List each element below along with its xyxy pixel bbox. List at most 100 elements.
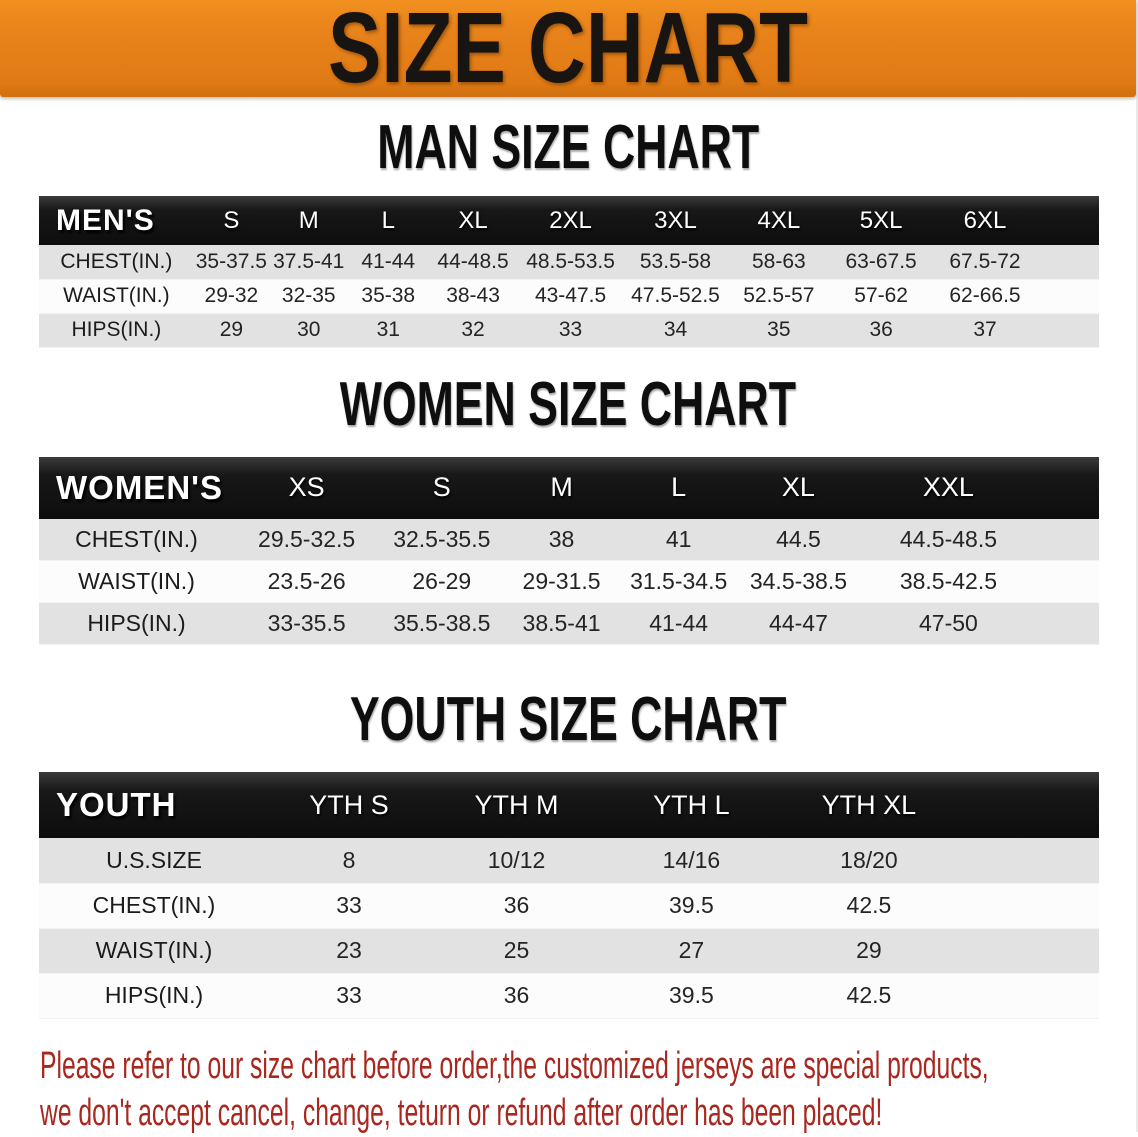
cell-value: 58-63 xyxy=(751,249,806,273)
cell-value: 33 xyxy=(336,982,362,1008)
section-title: WOMEN SIZE CHART xyxy=(0,369,1136,439)
cell-value: 41-44 xyxy=(649,610,709,636)
column-header-5xl: 5XL xyxy=(829,196,933,245)
cell-value: 38.5-42.5 xyxy=(899,568,998,594)
cell-value: 36 xyxy=(503,982,530,1008)
column-header-yth-m: YTH M xyxy=(429,772,604,838)
section-title: MAN SIZE CHART xyxy=(0,117,1136,179)
column-header-xl: XL xyxy=(738,456,859,519)
table-row-hips-in: HIPS(IN.) 29 30 31 32 33 34 35 36 37 xyxy=(39,313,1099,347)
column-header-s: S xyxy=(193,196,269,245)
cell-filler xyxy=(1039,561,1099,603)
cell-value: 14/16 xyxy=(662,846,721,873)
cell-value: 35 xyxy=(767,318,791,341)
cell-value: 31 xyxy=(376,318,400,341)
section-title: YOUTH SIZE CHART xyxy=(0,689,1136,751)
column-header-s: S xyxy=(379,456,505,519)
cell-value: 18/20 xyxy=(840,846,898,873)
cell-value: 67.5-72 xyxy=(949,249,1021,273)
cell-value: 23 xyxy=(336,937,362,963)
cell-filler xyxy=(1037,313,1099,347)
row-label: U.S.SIZE xyxy=(106,846,202,873)
column-header-xl: XL xyxy=(428,196,519,245)
cell-value: 44.5 xyxy=(776,525,821,552)
cell-value: 33-35.5 xyxy=(267,610,346,636)
column-header-3xl: 3XL xyxy=(623,196,728,245)
cell-filler xyxy=(1039,603,1099,645)
column-header-xxl: XXL xyxy=(858,456,1039,519)
cell-value: 52.5-57 xyxy=(743,284,815,307)
cell-value: 57-62 xyxy=(854,284,908,307)
section-youth-size-chart: YOUTH SIZE CHART YOUTH YTH S YTH M YTH L YTH … xyxy=(0,689,1136,1019)
cell-value: 48.5-53.5 xyxy=(526,249,615,273)
table-row-chest-in: CHEST(IN.) 33 36 39.5 42.5 xyxy=(39,883,1099,928)
column-header-6xl: 6XL xyxy=(932,196,1038,245)
table-header-row: WOMEN'S XS S M L XL XXL xyxy=(39,456,1099,519)
cell-value: 29-32 xyxy=(204,284,259,307)
column-header-l: L xyxy=(348,196,428,245)
cell-value: 30 xyxy=(297,318,321,341)
banner-title: SIZE CHART xyxy=(328,0,808,104)
header-filler xyxy=(1037,196,1099,245)
column-header-m: M xyxy=(504,456,619,519)
header-filler xyxy=(1038,456,1099,519)
cell-filler xyxy=(959,883,1099,928)
cell-value: 38-43 xyxy=(446,284,500,307)
row-label: CHEST(IN.) xyxy=(75,525,198,552)
cell-value: 32 xyxy=(461,318,485,341)
cell-filler xyxy=(959,928,1099,973)
column-header-2xl: 2XL xyxy=(518,196,624,245)
table-header-row: MEN'S S M L XL 2XL 3XL 4XL 5XL 6XL xyxy=(39,196,1099,245)
size-table-women-s: WOMEN'S XS S M L XL XXL CHEST(IN.) 29.5-32.5 32.5… xyxy=(39,456,1099,646)
column-header-yth-xl: YTH XL xyxy=(778,772,960,838)
size-table-men-s: MEN'S S M L XL 2XL 3XL 4XL 5XL 6XL CHEST(IN.) 35-37… xyxy=(39,196,1099,348)
cell-filler xyxy=(1037,279,1099,313)
section-women-size-chart: WOMEN SIZE CHART WOMEN'S XS S M L XL XXL CHEST(I… xyxy=(0,369,1136,646)
cell-value: 32.5-35.5 xyxy=(393,525,491,552)
cell-value: 33 xyxy=(558,318,583,341)
cell-value: 62-66.5 xyxy=(949,284,1021,307)
cell-value: 34 xyxy=(663,318,688,341)
cell-value: 36 xyxy=(503,892,530,918)
table-row-chest-in: CHEST(IN.) 29.5-32.5 32.5-35.5 38 41 44.5 44.5… xyxy=(39,518,1099,561)
table-row-waist-in: WAIST(IN.) 29-32 32-35 35-38 38-43 43-47.5 47.… xyxy=(39,279,1099,313)
column-header-yth-l: YTH L xyxy=(603,772,779,838)
cell-value: 32-35 xyxy=(281,284,336,307)
cell-value: 42.5 xyxy=(846,982,892,1008)
section-title-text: WOMEN SIZE CHART xyxy=(339,369,797,439)
row-label: WAIST(IN.) xyxy=(95,937,213,963)
cell-value: 47-50 xyxy=(919,610,978,636)
cell-value: 25 xyxy=(503,937,530,963)
cell-value: 43-47.5 xyxy=(534,284,607,307)
cell-value: 26-29 xyxy=(412,568,472,594)
size-chart-sections: MAN SIZE CHART MEN'S S M L XL 2XL 3XL 4XL 5XL 6XL C… xyxy=(0,117,1136,1019)
table-row-u-s-size: U.S.SIZE 8 10/12 14/16 18/20 xyxy=(39,838,1099,883)
cell-filler xyxy=(1039,519,1099,561)
row-label: CHEST(IN.) xyxy=(92,892,216,918)
disclaimer-line-1: Please refer to our size chart before or… xyxy=(40,1044,989,1087)
column-header-m: M xyxy=(269,196,349,245)
section-title-text: YOUTH SIZE CHART xyxy=(349,685,787,754)
cell-value: 44.5-48.5 xyxy=(899,525,998,552)
cell-value: 35-37.5 xyxy=(195,249,267,273)
row-label: WAIST(IN.) xyxy=(63,284,170,307)
cell-value: 38 xyxy=(548,525,575,552)
cell-value: 39.5 xyxy=(669,982,714,1008)
table-header-row: YOUTH YTH S YTH M YTH L YTH XL xyxy=(39,772,1099,838)
cell-value: 35-38 xyxy=(361,284,416,307)
cell-value: 47.5-52.5 xyxy=(631,284,720,307)
column-header-l: L xyxy=(618,456,739,519)
size-chart-banner: SIZE CHART xyxy=(0,0,1136,104)
cell-value: 29-31.5 xyxy=(522,568,601,594)
disclaimer: Please refer to our size chart before or… xyxy=(40,1043,1136,1137)
cell-value: 27 xyxy=(678,937,705,963)
cell-value: 63-67.5 xyxy=(845,249,917,273)
column-header-4xl: 4XL xyxy=(727,196,830,245)
table-row-waist-in: WAIST(IN.) 23.5-26 26-29 29-31.5 31.5-34.5 34… xyxy=(39,560,1099,603)
row-label: HIPS(IN.) xyxy=(104,982,204,1008)
row-label: HIPS(IN.) xyxy=(87,610,186,636)
cell-value: 29 xyxy=(219,318,244,341)
cell-value: 35.5-38.5 xyxy=(393,610,491,636)
cell-value: 29 xyxy=(856,937,882,963)
row-label: HIPS(IN.) xyxy=(71,318,162,341)
